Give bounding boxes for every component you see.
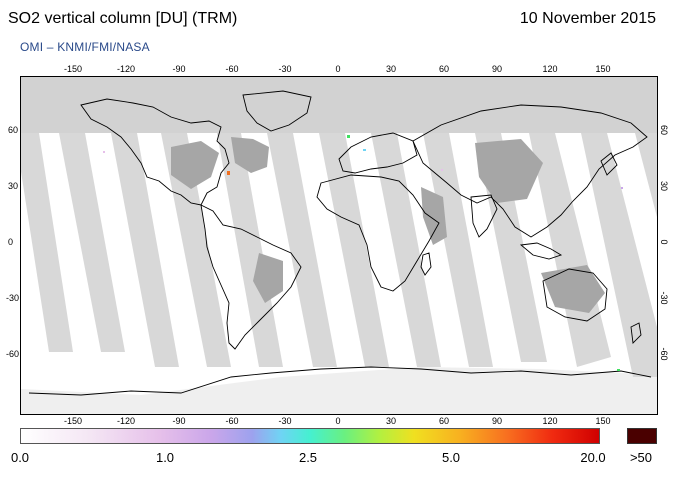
map-title: SO2 vertical column [DU] (TRM) xyxy=(8,10,238,27)
so2-speck xyxy=(363,149,366,151)
coast-indonesia xyxy=(519,242,563,260)
coast-india xyxy=(470,194,498,238)
color-scale-label: 0.0 xyxy=(10,450,30,465)
bottom-lon-tick: -150 xyxy=(63,416,83,426)
coast-north-america xyxy=(80,98,230,206)
color-scale-label: 5.0 xyxy=(441,450,461,465)
swath-gap xyxy=(635,133,657,217)
left-lat-tick: -60 xyxy=(6,349,20,359)
right-lat-tick: -30 xyxy=(659,291,669,305)
bottom-lon-tick: -90 xyxy=(172,416,186,426)
top-lon-tick: -30 xyxy=(278,64,292,74)
coast-madagascar xyxy=(420,252,432,276)
swath-gap xyxy=(423,133,493,367)
land-gap xyxy=(541,265,605,313)
bottom-lon-tick: 150 xyxy=(595,416,611,426)
land-gap xyxy=(475,139,543,203)
coast-greenland xyxy=(242,90,312,132)
coast-antarctica xyxy=(28,366,652,396)
left-lat-tick: 30 xyxy=(8,181,19,191)
so2-speck xyxy=(621,187,623,189)
color-scale-over-swatch xyxy=(627,428,657,444)
so2-map xyxy=(20,76,658,415)
top-lon-tick: 120 xyxy=(542,64,558,74)
coast-asia xyxy=(412,104,648,238)
right-lat-tick: 60 xyxy=(659,124,669,136)
so2-speck xyxy=(103,151,105,153)
top-lon-tick: 30 xyxy=(385,64,397,74)
so2-speck xyxy=(227,171,230,175)
swath-gap xyxy=(59,133,125,352)
color-scale-over-label: >50 xyxy=(629,450,653,465)
so2-speck xyxy=(441,169,443,171)
right-lat-tick: -60 xyxy=(659,347,669,361)
color-scale-label: 1.0 xyxy=(155,450,175,465)
coast-japan xyxy=(600,152,618,176)
land-gap xyxy=(253,253,283,303)
swath-gap xyxy=(217,133,283,367)
so2-speck xyxy=(347,135,350,138)
top-lon-tick: -60 xyxy=(225,64,239,74)
left-lat-tick: 60 xyxy=(8,125,19,135)
coastlines xyxy=(28,90,652,396)
data-credit: OMI – KNMI/FMI/NASA xyxy=(20,40,150,54)
coast-africa xyxy=(316,174,440,292)
right-lat-tick: 30 xyxy=(659,180,669,192)
bottom-lon-tick: 30 xyxy=(385,416,397,426)
land-gap xyxy=(231,137,269,173)
swath-gap xyxy=(161,133,231,367)
swath-gap xyxy=(371,133,441,367)
bottom-lon-tick: 120 xyxy=(542,416,558,426)
color-scale-bar xyxy=(20,428,600,444)
top-lon-tick: -90 xyxy=(172,64,186,74)
land-gap xyxy=(171,141,219,189)
top-lon-tick: 60 xyxy=(438,64,450,74)
bottom-lon-tick: -120 xyxy=(116,416,136,426)
left-lat-tick: 0 xyxy=(8,237,14,247)
map-date: 10 November 2015 xyxy=(519,10,656,27)
top-lon-tick: -150 xyxy=(63,64,83,74)
land-gap xyxy=(421,187,447,245)
bottom-lon-tick: 60 xyxy=(438,416,450,426)
color-scale-label: 2.5 xyxy=(298,450,318,465)
swath-gap xyxy=(21,133,73,352)
swath-gap xyxy=(111,133,179,367)
top-lon-tick: 0 xyxy=(335,64,341,74)
world-map-svg xyxy=(21,77,657,414)
bottom-lon-tick: -60 xyxy=(225,416,239,426)
so2-speck xyxy=(617,369,620,371)
coast-europe xyxy=(338,132,418,174)
right-lat-tick: 0 xyxy=(659,239,669,245)
so2-specks xyxy=(103,135,623,371)
orbit-swath-gaps xyxy=(21,133,657,377)
color-scale-label: 20.0 xyxy=(580,450,606,465)
top-lon-tick: -120 xyxy=(116,64,136,74)
top-lon-tick: 90 xyxy=(491,64,503,74)
coast-south-america xyxy=(200,204,302,350)
coast-new-zealand xyxy=(630,322,642,344)
swath-gap xyxy=(581,133,657,377)
coast-australia xyxy=(542,268,608,322)
swath-gap xyxy=(267,133,337,367)
bottom-lon-tick: 0 xyxy=(335,416,341,426)
north-no-data-band xyxy=(21,77,657,133)
swath-gap xyxy=(319,133,389,367)
land-gap-areas xyxy=(171,137,605,313)
top-lon-tick: 150 xyxy=(595,64,611,74)
bottom-lon-tick: 90 xyxy=(491,416,503,426)
bottom-lon-tick: -30 xyxy=(278,416,292,426)
left-lat-tick: -30 xyxy=(6,293,20,303)
south-no-data-band xyxy=(21,367,657,414)
